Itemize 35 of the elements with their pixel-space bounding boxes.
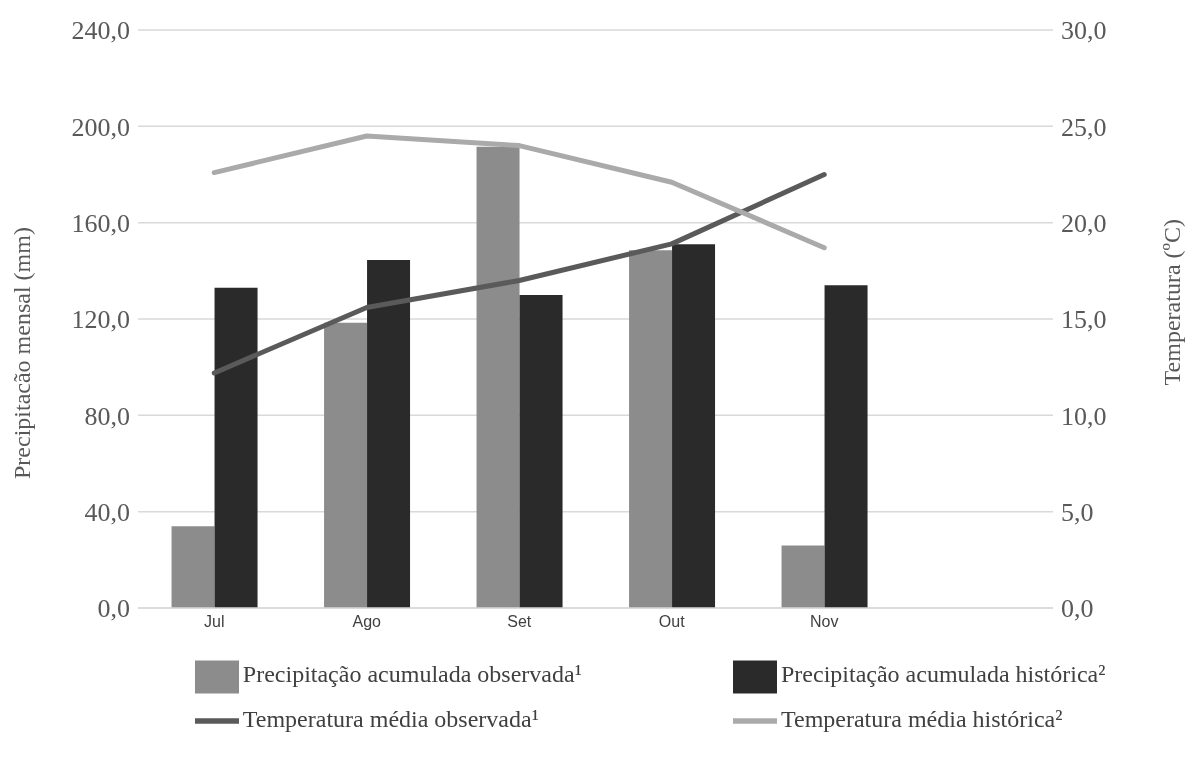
bar <box>781 545 825 609</box>
y2-tick-label: 10,0 <box>1061 401 1107 431</box>
x-tick-label: Set <box>507 613 532 631</box>
y-tick-label: 120,0 <box>71 305 130 335</box>
x-tick-label: Out <box>658 613 686 631</box>
legend-label: Precipitação acumulada observada¹ <box>242 661 582 688</box>
x-tick-label: Nov <box>810 613 839 631</box>
y-tick-label: 160,0 <box>71 208 130 238</box>
bar <box>824 285 868 609</box>
y2-tick-label: 20,0 <box>1061 208 1107 238</box>
y-tick-label: 200,0 <box>71 112 130 142</box>
bar <box>629 250 673 609</box>
x-tick-label: Ago <box>352 613 382 631</box>
legend-label: Precipitação acumulada histórica² <box>781 661 1106 688</box>
y-tick-label: 40,0 <box>84 497 130 527</box>
bar <box>367 260 411 609</box>
y-axis-title: Precipitacão mensal (mm) <box>8 227 35 480</box>
x-tick-label: Jul <box>204 613 225 631</box>
y-tick-label: 0,0 <box>97 594 130 624</box>
bar <box>214 287 258 609</box>
bar <box>672 244 716 609</box>
bar <box>476 146 520 609</box>
y2-tick-label: 0,0 <box>1061 594 1094 624</box>
y2-tick-label: 5,0 <box>1061 497 1094 527</box>
y2-tick-label: 25,0 <box>1061 112 1107 142</box>
bar <box>519 294 563 609</box>
legend-label: Temperatura média histórica² <box>781 705 1063 732</box>
bar <box>324 322 368 609</box>
y-tick-label: 80,0 <box>84 401 130 431</box>
bar <box>171 526 215 609</box>
y-tick-label: 240,0 <box>71 16 130 46</box>
y2-tick-label: 15,0 <box>1061 305 1107 335</box>
y2-tick-label: 30,0 <box>1061 16 1107 46</box>
legend-label: Temperatura média observada¹ <box>242 705 539 732</box>
y2-axis-title: Temperatura (ºC) <box>1158 219 1185 386</box>
